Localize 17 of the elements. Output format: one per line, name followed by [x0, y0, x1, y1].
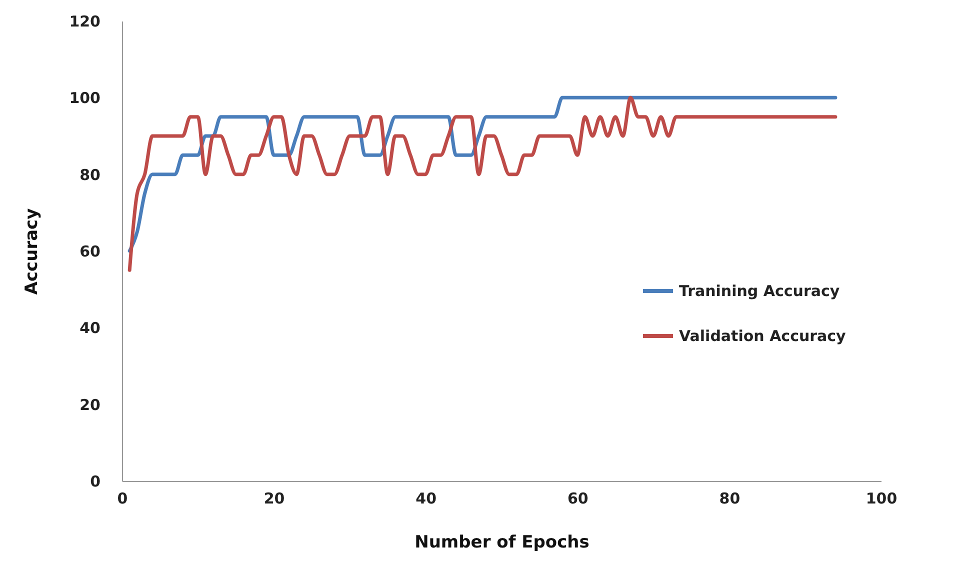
x-tick-label: 20 — [264, 490, 285, 508]
x-tick-label: 40 — [416, 490, 437, 508]
x-axis-title: Number of Epochs — [414, 532, 590, 552]
y-tick-label: 0 — [90, 472, 100, 490]
y-tick-label: 100 — [69, 89, 100, 108]
x-tick-label: 80 — [719, 490, 740, 508]
y-axis-title: Accuracy — [22, 208, 42, 295]
legend-label: Tranining Accuracy — [679, 282, 840, 300]
x-tick-label: 0 — [117, 490, 128, 508]
legend-label: Validation Accuracy — [679, 327, 846, 345]
y-tick-label: 20 — [80, 396, 100, 414]
x-tick-label: 100 — [866, 490, 898, 508]
y-tick-label: 80 — [80, 166, 100, 184]
y-tick-label: 40 — [80, 319, 100, 338]
x-tick-label: 60 — [567, 490, 588, 508]
y-tick-label: 120 — [69, 12, 100, 30]
y-tick-label: 60 — [80, 242, 100, 260]
